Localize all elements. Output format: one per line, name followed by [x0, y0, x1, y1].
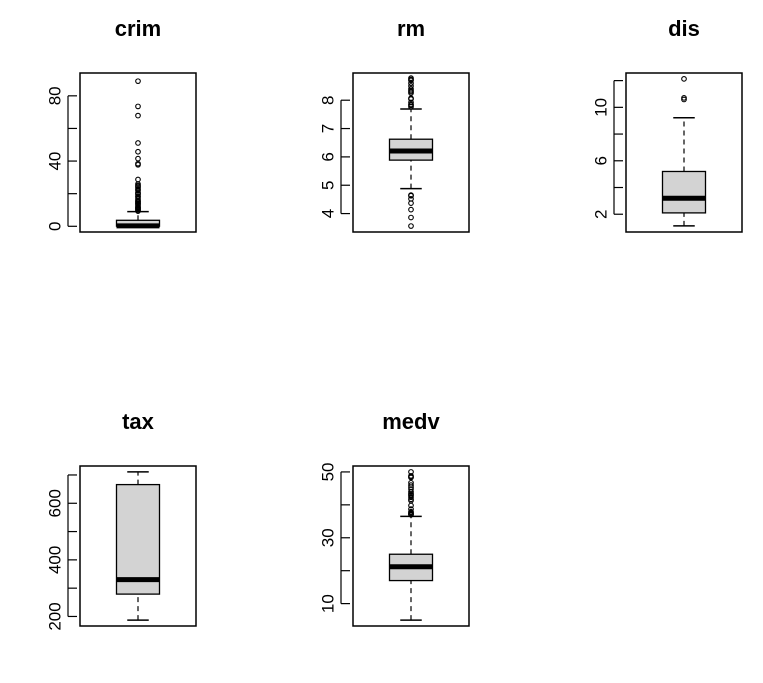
plot-frame — [79, 72, 197, 233]
boxplot-panel-crim: crim 0 40 80 — [45, 16, 197, 233]
boxplot-panel-medv: medv 10 30 50 — [318, 409, 470, 627]
boxplot-panel-tax: tax 200 400 600 — [45, 409, 197, 631]
plot-frame — [352, 465, 470, 627]
panel-title: medv — [382, 409, 440, 434]
panel-title: tax — [122, 409, 155, 434]
plot-frame — [352, 72, 470, 233]
y-tick-label: 2 — [591, 209, 610, 218]
y-tick-label: 80 — [45, 86, 64, 105]
y-tick-label: 50 — [318, 462, 337, 481]
iqr-box — [115, 483, 161, 595]
y-tick-label: 4 — [318, 209, 337, 218]
outlier-point — [681, 95, 687, 101]
y-tick-label: 6 — [318, 152, 337, 161]
outlier-point — [408, 479, 414, 486]
outlier-point — [135, 176, 141, 183]
boxplot-panel-rm: rm 4 5 6 7 8 — [318, 16, 470, 233]
plot-frame — [79, 465, 197, 627]
outlier-point — [408, 482, 414, 488]
outlier-point — [408, 195, 414, 202]
plot-frame — [625, 72, 743, 233]
outlier-point — [135, 140, 141, 146]
y-tick-label: 10 — [318, 594, 337, 613]
outlier-point — [135, 78, 141, 85]
panel-title: crim — [115, 16, 161, 41]
outlier-point — [408, 101, 414, 108]
outlier-point — [408, 506, 414, 512]
outlier-point — [408, 206, 414, 213]
outlier-point — [135, 148, 141, 155]
outlier-point — [408, 223, 414, 229]
outlier-point — [408, 86, 414, 92]
y-tick-label: 400 — [45, 546, 64, 574]
outlier-point — [135, 103, 141, 110]
outlier-point — [681, 76, 687, 82]
outlier-point — [408, 214, 414, 221]
y-tick-label: 0 — [45, 222, 64, 231]
outlier-point — [135, 155, 141, 162]
outlier-point — [408, 486, 414, 492]
outlier-point — [408, 83, 414, 89]
outlier-point — [408, 75, 414, 81]
iqr-box — [661, 170, 707, 214]
outlier-point — [408, 469, 414, 475]
y-tick-label: 6 — [591, 156, 610, 165]
outlier-point — [408, 192, 414, 199]
y-tick-label: 10 — [591, 98, 610, 117]
y-tick-label: 5 — [318, 181, 337, 190]
y-tick-label: 8 — [318, 95, 337, 104]
outlier-point — [135, 112, 141, 119]
panel-title: rm — [397, 16, 425, 41]
y-tick-label: 7 — [318, 124, 337, 133]
y-tick-label: 600 — [45, 489, 64, 517]
outlier-point — [408, 508, 414, 515]
boxplot-panel-dis: dis 2 6 10 — [591, 16, 743, 233]
y-tick-label: 200 — [45, 602, 64, 630]
panel-title: dis — [668, 16, 700, 41]
y-tick-label: 30 — [318, 528, 337, 547]
y-tick-label: 40 — [45, 152, 64, 171]
outlier-point — [408, 473, 414, 479]
outlier-point — [135, 193, 141, 199]
